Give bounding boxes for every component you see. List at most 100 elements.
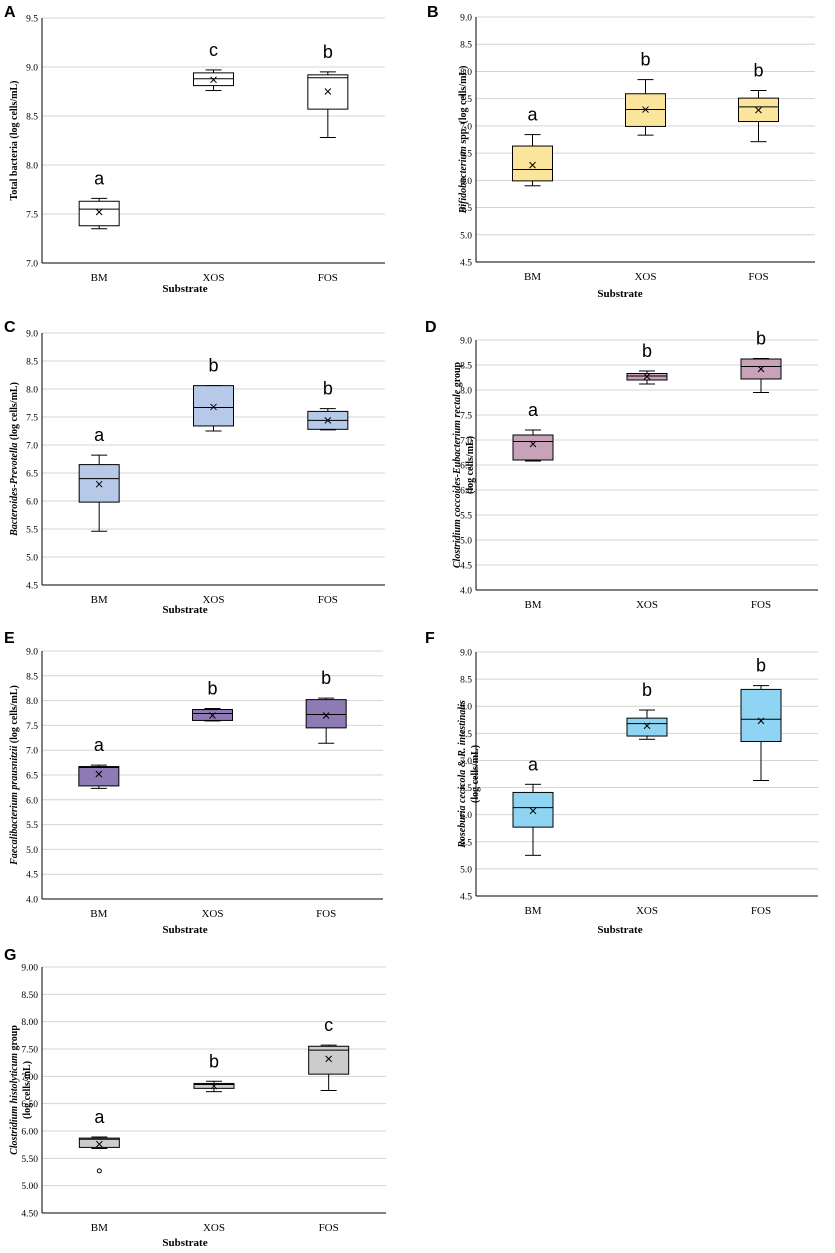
- significance-letter: b: [207, 679, 217, 699]
- y-tick-label: 8.0: [460, 703, 472, 713]
- x-category-label: BM: [91, 594, 108, 606]
- mean-marker: [643, 722, 651, 730]
- y-tick-label: 9.0: [26, 64, 38, 74]
- y-tick-label: 7.0: [460, 437, 472, 447]
- y-tick-label: 4.0: [460, 587, 472, 597]
- y-tick-label: 8.50: [21, 991, 38, 1001]
- y-tick-label: 8.5: [460, 41, 472, 51]
- y-tick-label: 5.0: [460, 231, 472, 241]
- y-tick-label: 5.5: [460, 838, 472, 848]
- y-tick-label: 9.0: [26, 648, 38, 658]
- y-tick-label: 7.5: [460, 730, 472, 740]
- box-fos: b: [738, 61, 779, 143]
- significance-letter: c: [209, 40, 218, 60]
- mean-marker: [529, 440, 537, 448]
- panel-letter: E: [4, 630, 15, 647]
- panel-g: G 4.50 5.00 5.50 6.00 6.50 7.00 7.50 8.00 8.50 9.0…: [4, 947, 386, 1249]
- y-tick-label: 7.0: [460, 122, 472, 132]
- iqr-box: [78, 464, 120, 503]
- y-tick-label: 7.5: [26, 211, 38, 221]
- mean-marker: [95, 208, 103, 216]
- y-axis-title-part: Clostridium coccoides-Eubacterium rectal…: [452, 389, 463, 568]
- box-xos: b: [192, 679, 233, 722]
- panel-c: C 4.5 5.0 5.5 6.0 6.5 7.0 7.5 8.0 8.5 9.0 a BM b XOS b F…: [4, 319, 385, 616]
- significance-letter: a: [94, 1107, 105, 1127]
- y-tick-label: 7.0: [26, 260, 38, 270]
- y-tick-label: 6.5: [460, 462, 472, 472]
- y-tick-label: 6.00: [21, 1128, 38, 1138]
- y-tick-label: 5.0: [460, 865, 472, 875]
- significance-letter: a: [527, 105, 538, 125]
- significance-letter: b: [323, 379, 333, 399]
- x-category-label: BM: [524, 599, 541, 611]
- y-axis-title-part: (log cells/mL): [9, 382, 20, 443]
- x-category-label: FOS: [318, 272, 338, 284]
- y-tick-label: 6.50: [21, 1100, 38, 1110]
- mean-marker: [95, 480, 103, 488]
- panel-letter: A: [4, 4, 16, 21]
- y-tick-label: 7.0: [26, 442, 38, 452]
- y-axis-title-part: Bifidobacterium: [458, 146, 469, 214]
- significance-letter: b: [640, 50, 650, 70]
- significance-letter: b: [209, 1051, 219, 1071]
- y-tick-label: 8.00: [21, 1018, 38, 1028]
- y-tick-label: 8.5: [460, 362, 472, 372]
- y-tick-label: 6.0: [460, 487, 472, 497]
- y-tick-label: 8.0: [26, 697, 38, 707]
- y-axis-title-units: (log cells/mL): [470, 745, 481, 803]
- box-fos: b: [305, 668, 347, 744]
- y-axis-title-part: group: [9, 1025, 20, 1053]
- y-tick-label: 9.0: [460, 14, 472, 24]
- mean-marker: [757, 717, 765, 725]
- y-tick-label: 8.0: [26, 386, 38, 396]
- y-tick-label: 5.0: [26, 846, 38, 856]
- y-tick-label: 8.5: [26, 113, 38, 123]
- y-tick-label: 6.0: [26, 498, 38, 508]
- box-bm: a: [78, 735, 120, 789]
- y-axis-title-part: (log cells/mL): [9, 685, 20, 746]
- y-tick-label: 8.5: [460, 676, 472, 686]
- y-tick-label: 8.0: [26, 162, 38, 172]
- panel-b: B 4.5 5.0 5.5 6.0 6.5 7.0 7.5 8.0 8.5 9.0 a BM b XOS b F…: [427, 4, 815, 300]
- iqr-box: [305, 699, 347, 729]
- y-tick-label: 4.5: [26, 871, 38, 881]
- y-tick-label: 5.50: [21, 1155, 38, 1165]
- y-tick-label: 6.5: [26, 772, 38, 782]
- box-xos: c: [193, 40, 234, 92]
- panel-letter: D: [425, 319, 437, 336]
- y-tick-label: 7.5: [460, 412, 472, 422]
- iqr-box: [512, 434, 554, 461]
- box-bm: a: [78, 425, 120, 532]
- significance-letter: b: [321, 668, 331, 688]
- panel-f: F 4.5 5.0 5.5 6.0 6.5 7.0 7.5 8.0 8.5 9.0 a BM b XOS b F…: [425, 630, 818, 936]
- box-fos: b: [307, 42, 349, 139]
- significance-letter: b: [323, 42, 333, 62]
- y-axis-title: Bacteroides-Prevotella (log cells/mL): [9, 382, 20, 537]
- box-bm: a: [512, 400, 554, 462]
- y-tick-label: 6.0: [460, 811, 472, 821]
- y-axis-title: Bifidobacterium spp. (log cells/mL): [458, 66, 469, 215]
- box-fos: b: [307, 379, 349, 431]
- y-tick-label: 8.0: [460, 68, 472, 78]
- y-axis-title: Clostridium histolyticum group: [9, 1025, 20, 1155]
- box-xos: b: [626, 341, 668, 385]
- y-axis-title: Roseburia cecicola & R. intestinalis: [457, 700, 468, 849]
- iqr-box: [308, 1045, 350, 1075]
- iqr-box: [512, 145, 553, 182]
- mean-marker: [210, 403, 217, 411]
- panel-e: E 4.0 4.5 5.0 5.5 6.0 6.5 7.0 7.5 8.0 8.5 9.0 a BM b XO…: [4, 630, 383, 936]
- x-category-label: BM: [524, 905, 541, 917]
- y-tick-label: 6.5: [26, 470, 38, 480]
- y-tick-label: 6.0: [460, 177, 472, 187]
- y-axis-title-part: Total bacteria (log cells/mL): [9, 81, 20, 201]
- x-category-label: FOS: [318, 594, 338, 606]
- y-axis-title: Faecalibacterium prausnitzii (log cells/…: [9, 685, 20, 866]
- iqr-box: [78, 1137, 120, 1148]
- mean-marker: [325, 1055, 333, 1063]
- x-axis-title: Substrate: [162, 604, 207, 616]
- y-tick-label: 4.0: [26, 896, 38, 906]
- significance-letter: c: [324, 1015, 333, 1035]
- y-tick-label: 5.0: [460, 537, 472, 547]
- y-axis-title-part: spp. (log cells/mL): [458, 66, 469, 147]
- y-tick-label: 9.0: [460, 649, 472, 659]
